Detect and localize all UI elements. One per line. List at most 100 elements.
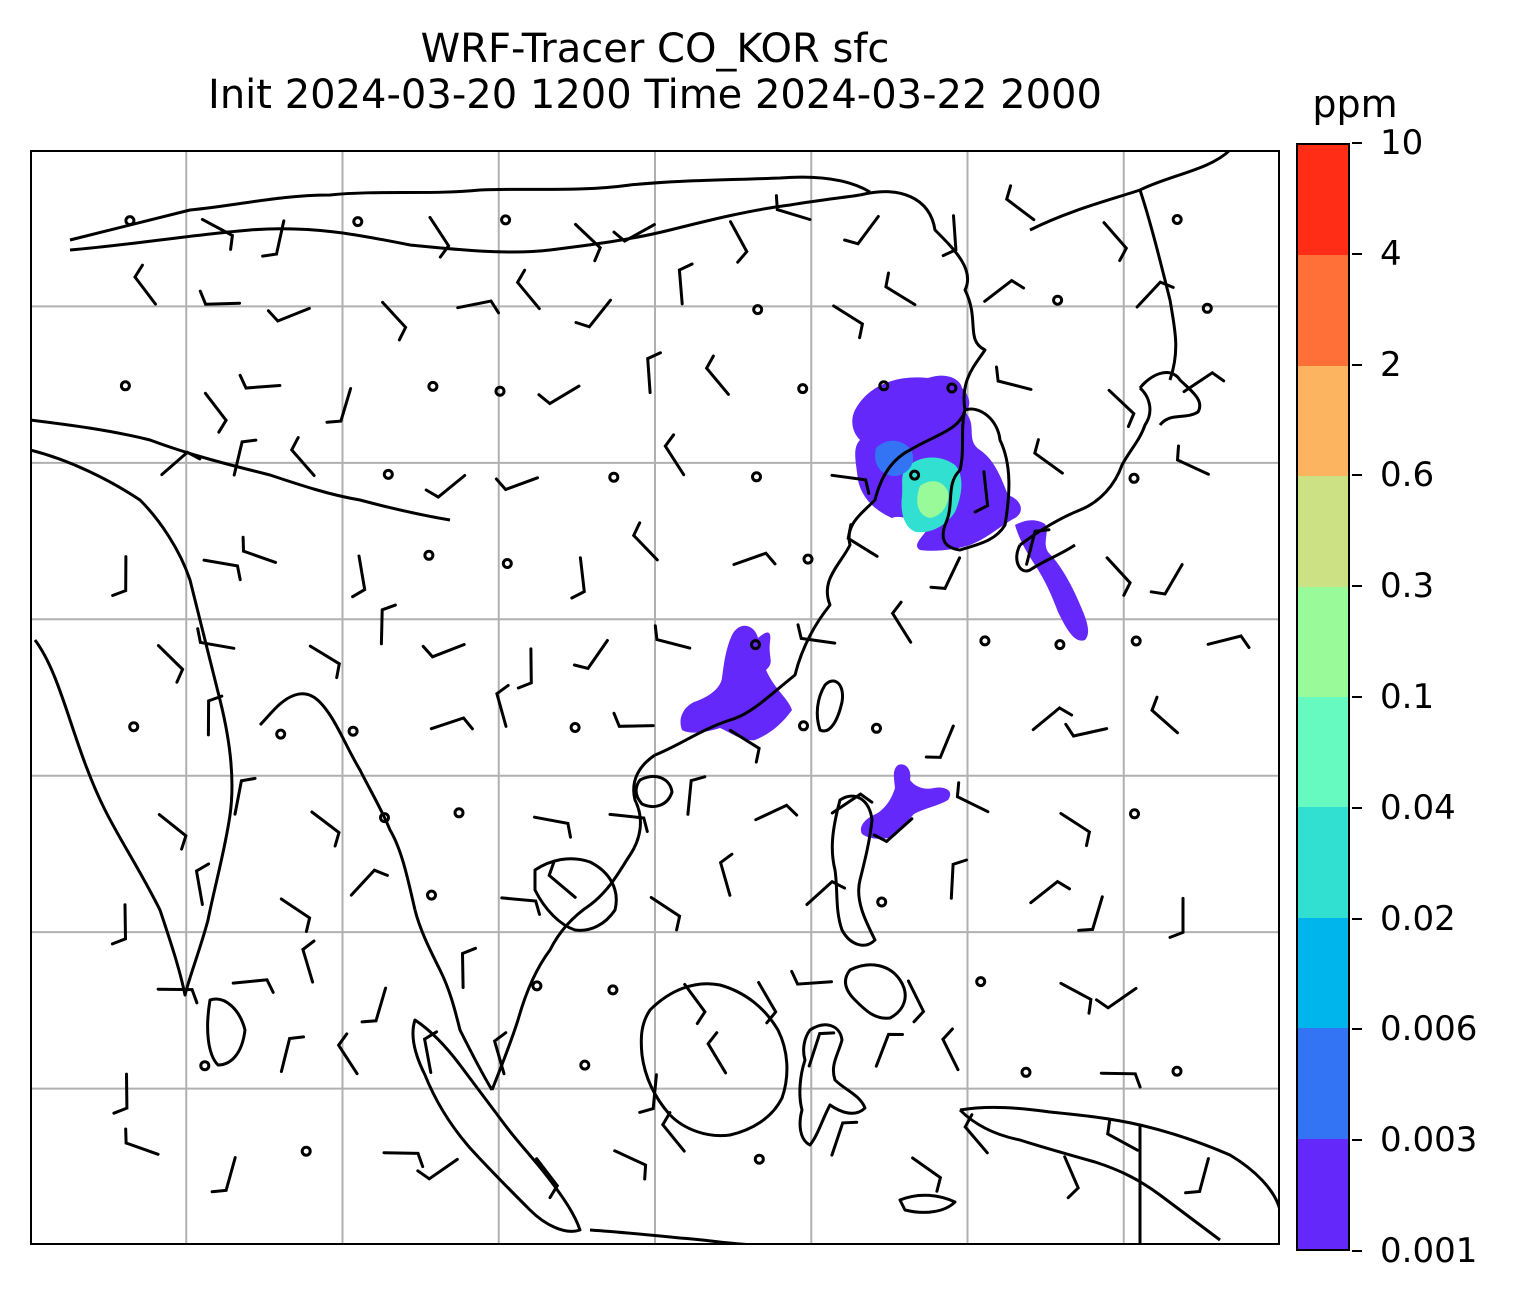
wind-barb [608, 812, 649, 833]
colorbar-segment [1298, 476, 1348, 587]
island-luzon [830, 794, 877, 947]
wind-barb [677, 262, 694, 306]
calm-wind-marker [798, 720, 809, 732]
calm-wind-marker [608, 471, 620, 483]
calm-wind-marker [1129, 808, 1140, 820]
colorbar-tick-label: 0.3 [1380, 566, 1435, 607]
colorbar-tick [1352, 1139, 1362, 1142]
calm-wind-marker [531, 980, 543, 992]
wind-barb [111, 555, 128, 597]
wind-barb [124, 1127, 160, 1156]
wind-barb [428, 215, 451, 259]
calm-wind-marker [501, 558, 513, 569]
wind-barb [706, 1031, 728, 1075]
wind-barb [456, 299, 500, 315]
wind-barb [429, 716, 474, 731]
wind-barb [495, 683, 510, 728]
colorbar [1296, 143, 1350, 1251]
island-borneo [639, 982, 789, 1138]
wind-barb [631, 521, 659, 562]
wind-barb [574, 222, 602, 263]
map-panel [30, 150, 1280, 1245]
calm-wind-marker [1128, 472, 1140, 484]
wind-barb [729, 220, 749, 264]
wind-barb [1107, 388, 1136, 428]
colorbar-segment [1298, 807, 1348, 918]
wind-barb [757, 981, 778, 1025]
wind-barb [1099, 1071, 1142, 1089]
wind-barb [421, 643, 466, 659]
wind-barb [983, 278, 1026, 303]
calm-wind-marker [379, 812, 390, 824]
wind-barb [500, 896, 541, 916]
calm-wind-marker [300, 1145, 312, 1157]
wind-barb [846, 523, 879, 558]
wind-barb [612, 711, 655, 728]
wind-barb [1102, 221, 1129, 263]
wind-barb [1031, 706, 1074, 732]
colorbar-segment [1298, 917, 1348, 1029]
wind-barb [1135, 280, 1175, 309]
colorbar-tick-label: 0.04 [1380, 787, 1456, 828]
wind-barb [570, 556, 586, 600]
wind-barb [241, 535, 278, 564]
colorbar-segment [1298, 586, 1348, 697]
calm-wind-marker [579, 1059, 591, 1071]
calm-wind-marker [946, 382, 958, 394]
calm-wind-marker [1054, 639, 1066, 651]
colorbar-segment [1298, 696, 1348, 808]
wind-barb [728, 728, 761, 764]
calm-wind-marker [500, 214, 512, 226]
wind-barb [1095, 986, 1138, 1010]
wind-barb [704, 354, 730, 396]
wind-barb [210, 1156, 237, 1194]
island-java [589, 1228, 761, 1245]
wind-barb [1025, 528, 1051, 566]
wind-barb [830, 1120, 859, 1157]
tracer-plume-south-china [680, 625, 792, 741]
coast-indochina [413, 753, 656, 1091]
wind-barb [1004, 184, 1036, 222]
title-line-variable: WRF-Tracer CO_KOR sfc [420, 26, 890, 72]
calm-wind-marker [1201, 302, 1213, 314]
wind-barb [1059, 981, 1093, 1015]
wind-barb [351, 554, 367, 599]
calm-wind-marker [1130, 635, 1142, 647]
colorbar-tick [1352, 474, 1362, 477]
wind-barb [198, 289, 242, 306]
wind-barb [1059, 812, 1092, 848]
wind-barb [492, 1031, 508, 1076]
wind-barb [754, 803, 799, 822]
wind-barb [1029, 879, 1071, 905]
wind-barb [646, 351, 662, 395]
wind-barb [612, 223, 656, 243]
wind-barb [301, 939, 316, 984]
tracer-plume-luzon [860, 764, 951, 839]
wind-barb [494, 476, 539, 492]
wind-barb [279, 897, 312, 933]
title-line-time: Init 2024-03-20 1200 Time 2024-03-22 200… [208, 72, 1102, 118]
wind-barb [995, 365, 1033, 391]
colorbar-tick [1352, 1028, 1362, 1031]
colorbar-tick-label: 0.02 [1380, 898, 1456, 939]
wind-barb [1150, 695, 1179, 735]
coast-china-tibet-border [30, 418, 451, 522]
colorbar-tick-label: 0.003 [1380, 1120, 1478, 1161]
wind-barb [718, 852, 734, 897]
wind-barb [349, 868, 389, 897]
wind-barb [963, 1113, 989, 1155]
tracer-core-peak [917, 481, 949, 518]
wind-barb [683, 982, 707, 1025]
wind-barb [233, 776, 257, 816]
calm-wind-marker [494, 385, 506, 397]
wind-barb [325, 387, 353, 424]
wind-barb [1064, 722, 1109, 738]
wind-barb [790, 969, 833, 986]
calm-wind-marker [1171, 214, 1183, 225]
colorbar-tick [1352, 696, 1362, 698]
wind-barb [308, 644, 341, 680]
map-border [30, 150, 1280, 1245]
wind-barb [574, 298, 612, 329]
calm-wind-marker [1020, 1066, 1032, 1078]
colorbar-tick-label: 10 [1380, 123, 1424, 163]
